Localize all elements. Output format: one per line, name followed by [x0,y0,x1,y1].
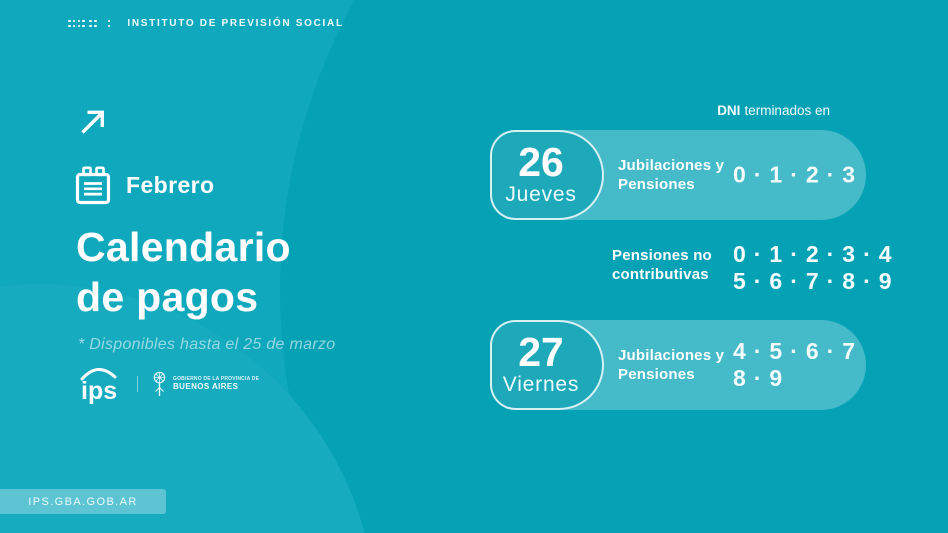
website-badge: IPS.GBA.GOB.AR [0,489,166,514]
dni-column-header: DNI terminados en [486,103,830,118]
digits-line1: 4 · 5 · 6 · 7 [733,338,856,364]
province-line1: GOBIERNO DE LA PROVINCIA DE [173,375,260,382]
category-line2: Pensiones [618,176,695,193]
category-label-non-contributive: Pensiones no contributivas [612,246,712,284]
date-cell-27: 27 Viernes [490,320,604,410]
background-circle-dark [280,0,948,533]
day-name: Jueves [505,183,577,207]
logo-row: ips GOBIERNO DE LA PROVINCIA DE BUENOS A… [74,364,259,404]
availability-note: * Disponibles hasta el 25 de marzo [78,336,336,353]
month-row: Febrero [74,165,214,206]
day-number: 27 [518,329,564,376]
province-logo: GOBIERNO DE LA PROVINCIA DE BUENOS AIRES [151,370,259,398]
logo-divider [137,376,138,392]
buenos-aires-emblem [151,370,168,398]
dni-digits-non-contributive: 0 · 1 · 2 · 3 · 4 5 · 6 · 7 · 8 · 9 [733,241,892,295]
dni-header-bold: DNI [717,103,741,118]
dni-digits: 4 · 5 · 6 · 7 8 · 9 [733,338,856,392]
page-title: Calendario de pagos [76,222,291,322]
colon-separator-icon [107,19,111,28]
page-title-line1: Calendario [76,224,291,270]
province-line2: BUENOS AIRES [173,382,239,392]
category-line1: Pensiones no [612,247,712,264]
category-line2: Pensiones [618,366,695,383]
schedule-row-thursday: 26 Jueves Jubilaciones y Pensiones 0 · 1… [490,130,866,220]
page-title-line2: de pagos [76,274,259,320]
digits-line2: 8 · 9 [733,365,784,391]
arrow-up-right-icon [76,106,109,139]
digits-line2: 5 · 6 · 7 · 8 · 9 [733,268,893,294]
ips-logo: ips [74,364,124,404]
org-name: INSTITUTO DE PREVISIÓN SOCIAL [127,18,344,29]
day-number: 26 [518,139,564,186]
category-line1: Jubilaciones y [618,347,725,364]
dni-header-rest: terminados en [744,103,830,118]
dni-digits: 0 · 1 · 2 · 3 [733,162,856,189]
category-line1: Jubilaciones y [618,157,725,174]
category-label: Jubilaciones y Pensiones [618,156,724,194]
digits-line1: 0 · 1 · 2 · 3 [733,161,856,188]
date-cell-26: 26 Jueves [490,130,604,220]
top-bar: INSTITUTO DE PREVISIÓN SOCIAL [68,18,344,29]
digits-line1: 0 · 1 · 2 · 3 · 4 [733,241,893,267]
province-text: GOBIERNO DE LA PROVINCIA DE BUENOS AIRES [173,375,260,392]
website-url: IPS.GBA.GOB.AR [28,495,138,508]
schedule-row-friday: 27 Viernes Jubilaciones y Pensiones 4 · … [490,320,866,410]
day-name: Viernes [502,373,580,397]
calendar-icon [74,165,112,206]
category-label: Jubilaciones y Pensiones [618,346,724,384]
ips-logo-text: ips [81,377,117,404]
dots-grid-icon [68,19,97,28]
month-label: Febrero [126,172,215,198]
category-line2: contributivas [612,266,709,283]
